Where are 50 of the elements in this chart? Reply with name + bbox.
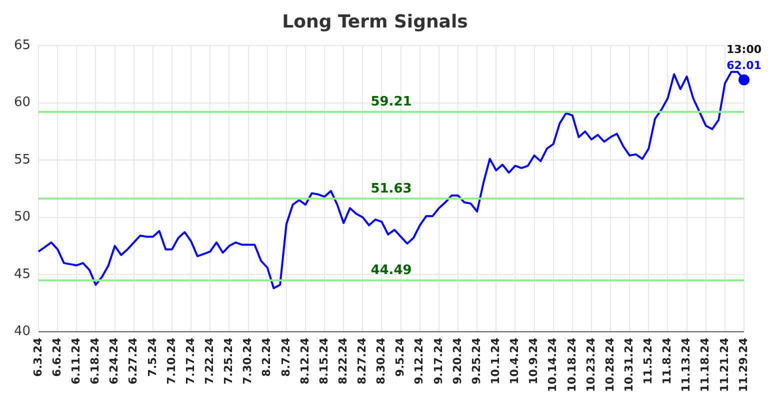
y-tick-label: 55 <box>14 152 31 168</box>
x-tick-label: 10.1.24 <box>488 337 502 384</box>
x-tick-label: 10.31.24 <box>622 337 636 392</box>
x-tick-label: 7.22.24 <box>203 337 216 384</box>
x-tick-label: 10.18.24 <box>565 337 578 392</box>
x-tick-label: 11.13.24 <box>680 337 693 392</box>
x-tick-label: 10.28.24 <box>603 337 616 392</box>
y-tick-label: 65 <box>14 38 31 53</box>
x-tick-label: 7.5.24 <box>146 337 159 377</box>
x-tick-label: 10.9.24 <box>527 337 540 384</box>
x-tick-label: 9.17.24 <box>432 337 445 384</box>
x-tick-label: 7.25.24 <box>222 337 236 384</box>
x-tick-label: 6.3.24 <box>31 337 44 377</box>
x-tick-label: 10.23.24 <box>584 337 598 392</box>
x-tick-label: 10.4.24 <box>508 337 522 384</box>
x-tick-label: 7.17.24 <box>184 337 197 384</box>
data-label: 62.01 <box>726 59 762 72</box>
x-tick-label: 6.18.24 <box>88 337 102 384</box>
x-tick-label: 11.18.24 <box>698 337 712 392</box>
x-tick-label: 7.30.24 <box>241 337 254 384</box>
x-tick-label: 7.10.24 <box>164 337 178 384</box>
chart-title: Long Term Signals <box>282 11 468 32</box>
x-tick-label: 8.27.24 <box>356 337 369 384</box>
x-tick-label: 8.30.24 <box>374 337 388 384</box>
x-tick-label: 11.29.24 <box>736 337 750 392</box>
x-tick-label: 9.25.24 <box>470 337 483 384</box>
annotation: 13:00 <box>726 43 762 56</box>
x-tick-label: 6.11.24 <box>70 337 83 384</box>
y-tick-label: 45 <box>14 266 31 282</box>
x-tick-label: 9.20.24 <box>450 337 464 384</box>
x-tick-label: 6.27.24 <box>126 337 140 384</box>
ref-line-label: 51.63 <box>370 181 412 196</box>
x-tick-label: 11.5.24 <box>642 337 655 384</box>
x-tick-label: 8.12.24 <box>298 337 312 384</box>
x-tick-label: 9.12.24 <box>412 337 426 384</box>
x-tick-label: 8.15.24 <box>317 337 330 384</box>
x-tick-label: 9.5.24 <box>394 337 407 377</box>
x-tick-label: 6.6.24 <box>50 337 64 377</box>
ref-line-label: 44.49 <box>370 263 412 278</box>
x-tick-label: 8.2.24 <box>260 337 274 377</box>
x-tick-label: 11.21.24 <box>718 337 731 392</box>
y-tick-label: 40 <box>14 324 31 340</box>
y-tick-label: 60 <box>14 95 31 110</box>
ref-line-label: 59.21 <box>370 94 412 110</box>
y-tick-label: 50 <box>14 210 31 225</box>
x-tick-label: 8.22.24 <box>336 337 350 384</box>
x-tick-label: 10.14.24 <box>546 337 560 392</box>
x-tick-label: 6.24.24 <box>108 337 121 384</box>
x-tick-label: 11.8.24 <box>660 337 674 384</box>
x-tick-label: 8.7.24 <box>279 337 292 377</box>
